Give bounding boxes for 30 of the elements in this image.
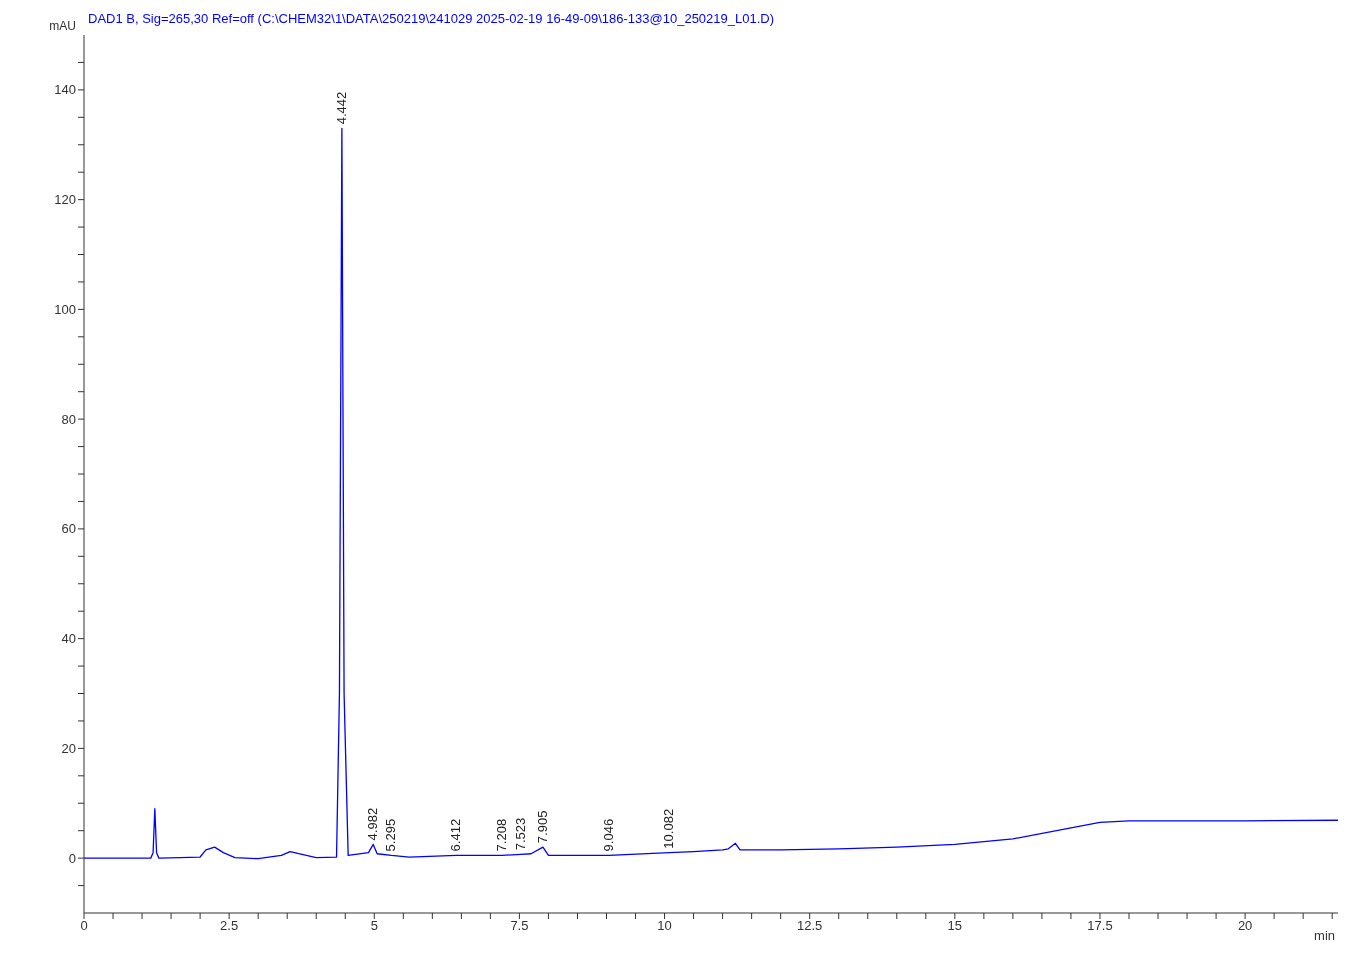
- annotation: 7.905: [534, 810, 550, 844]
- y-tick-label: 0: [68, 850, 76, 866]
- x-tick-label: 0: [80, 918, 88, 934]
- y-tick-label: 60: [61, 521, 76, 537]
- x-tick-label: 2.5: [220, 918, 239, 934]
- annotation: 9.046: [601, 818, 617, 852]
- y-tick-label: 40: [61, 631, 76, 647]
- y-tick-label: 140: [54, 82, 76, 98]
- annotation: 10.082: [661, 808, 677, 849]
- annotation: 7.523: [512, 817, 528, 851]
- x-tick-label: 7.5: [510, 918, 529, 934]
- annotation: 4.982: [365, 807, 381, 841]
- x-tick-label: 12.5: [797, 918, 823, 934]
- y-axis-title: mAU: [49, 18, 76, 33]
- annotation: 7.208: [494, 818, 510, 852]
- line-series: [84, 127, 1338, 860]
- annotation: 6.412: [448, 818, 464, 852]
- y-tick-label: 120: [54, 192, 76, 208]
- x-tick-label: 10: [657, 918, 672, 934]
- annotation: 5.295: [383, 818, 399, 852]
- x-tick-label: 17.5: [1087, 918, 1113, 934]
- x-tick-label: 5: [370, 918, 378, 934]
- x-tick-label: 15: [947, 918, 963, 934]
- y-tick-label: 80: [61, 411, 76, 427]
- y-tick-label: 20: [61, 740, 76, 756]
- chart-title: DAD1 B, Sig=265,30 Ref=off (C:\CHEM32\1\DATA\250219\241029 2025-02-19 16-49-09\186-133@10_250219_L01.D): [88, 11, 775, 26]
- annotation: 4.442: [333, 91, 349, 125]
- x-tick-label: 20: [1237, 918, 1253, 934]
- y-tick-label: 100: [54, 301, 76, 317]
- x-axis-title: min: [1314, 928, 1335, 943]
